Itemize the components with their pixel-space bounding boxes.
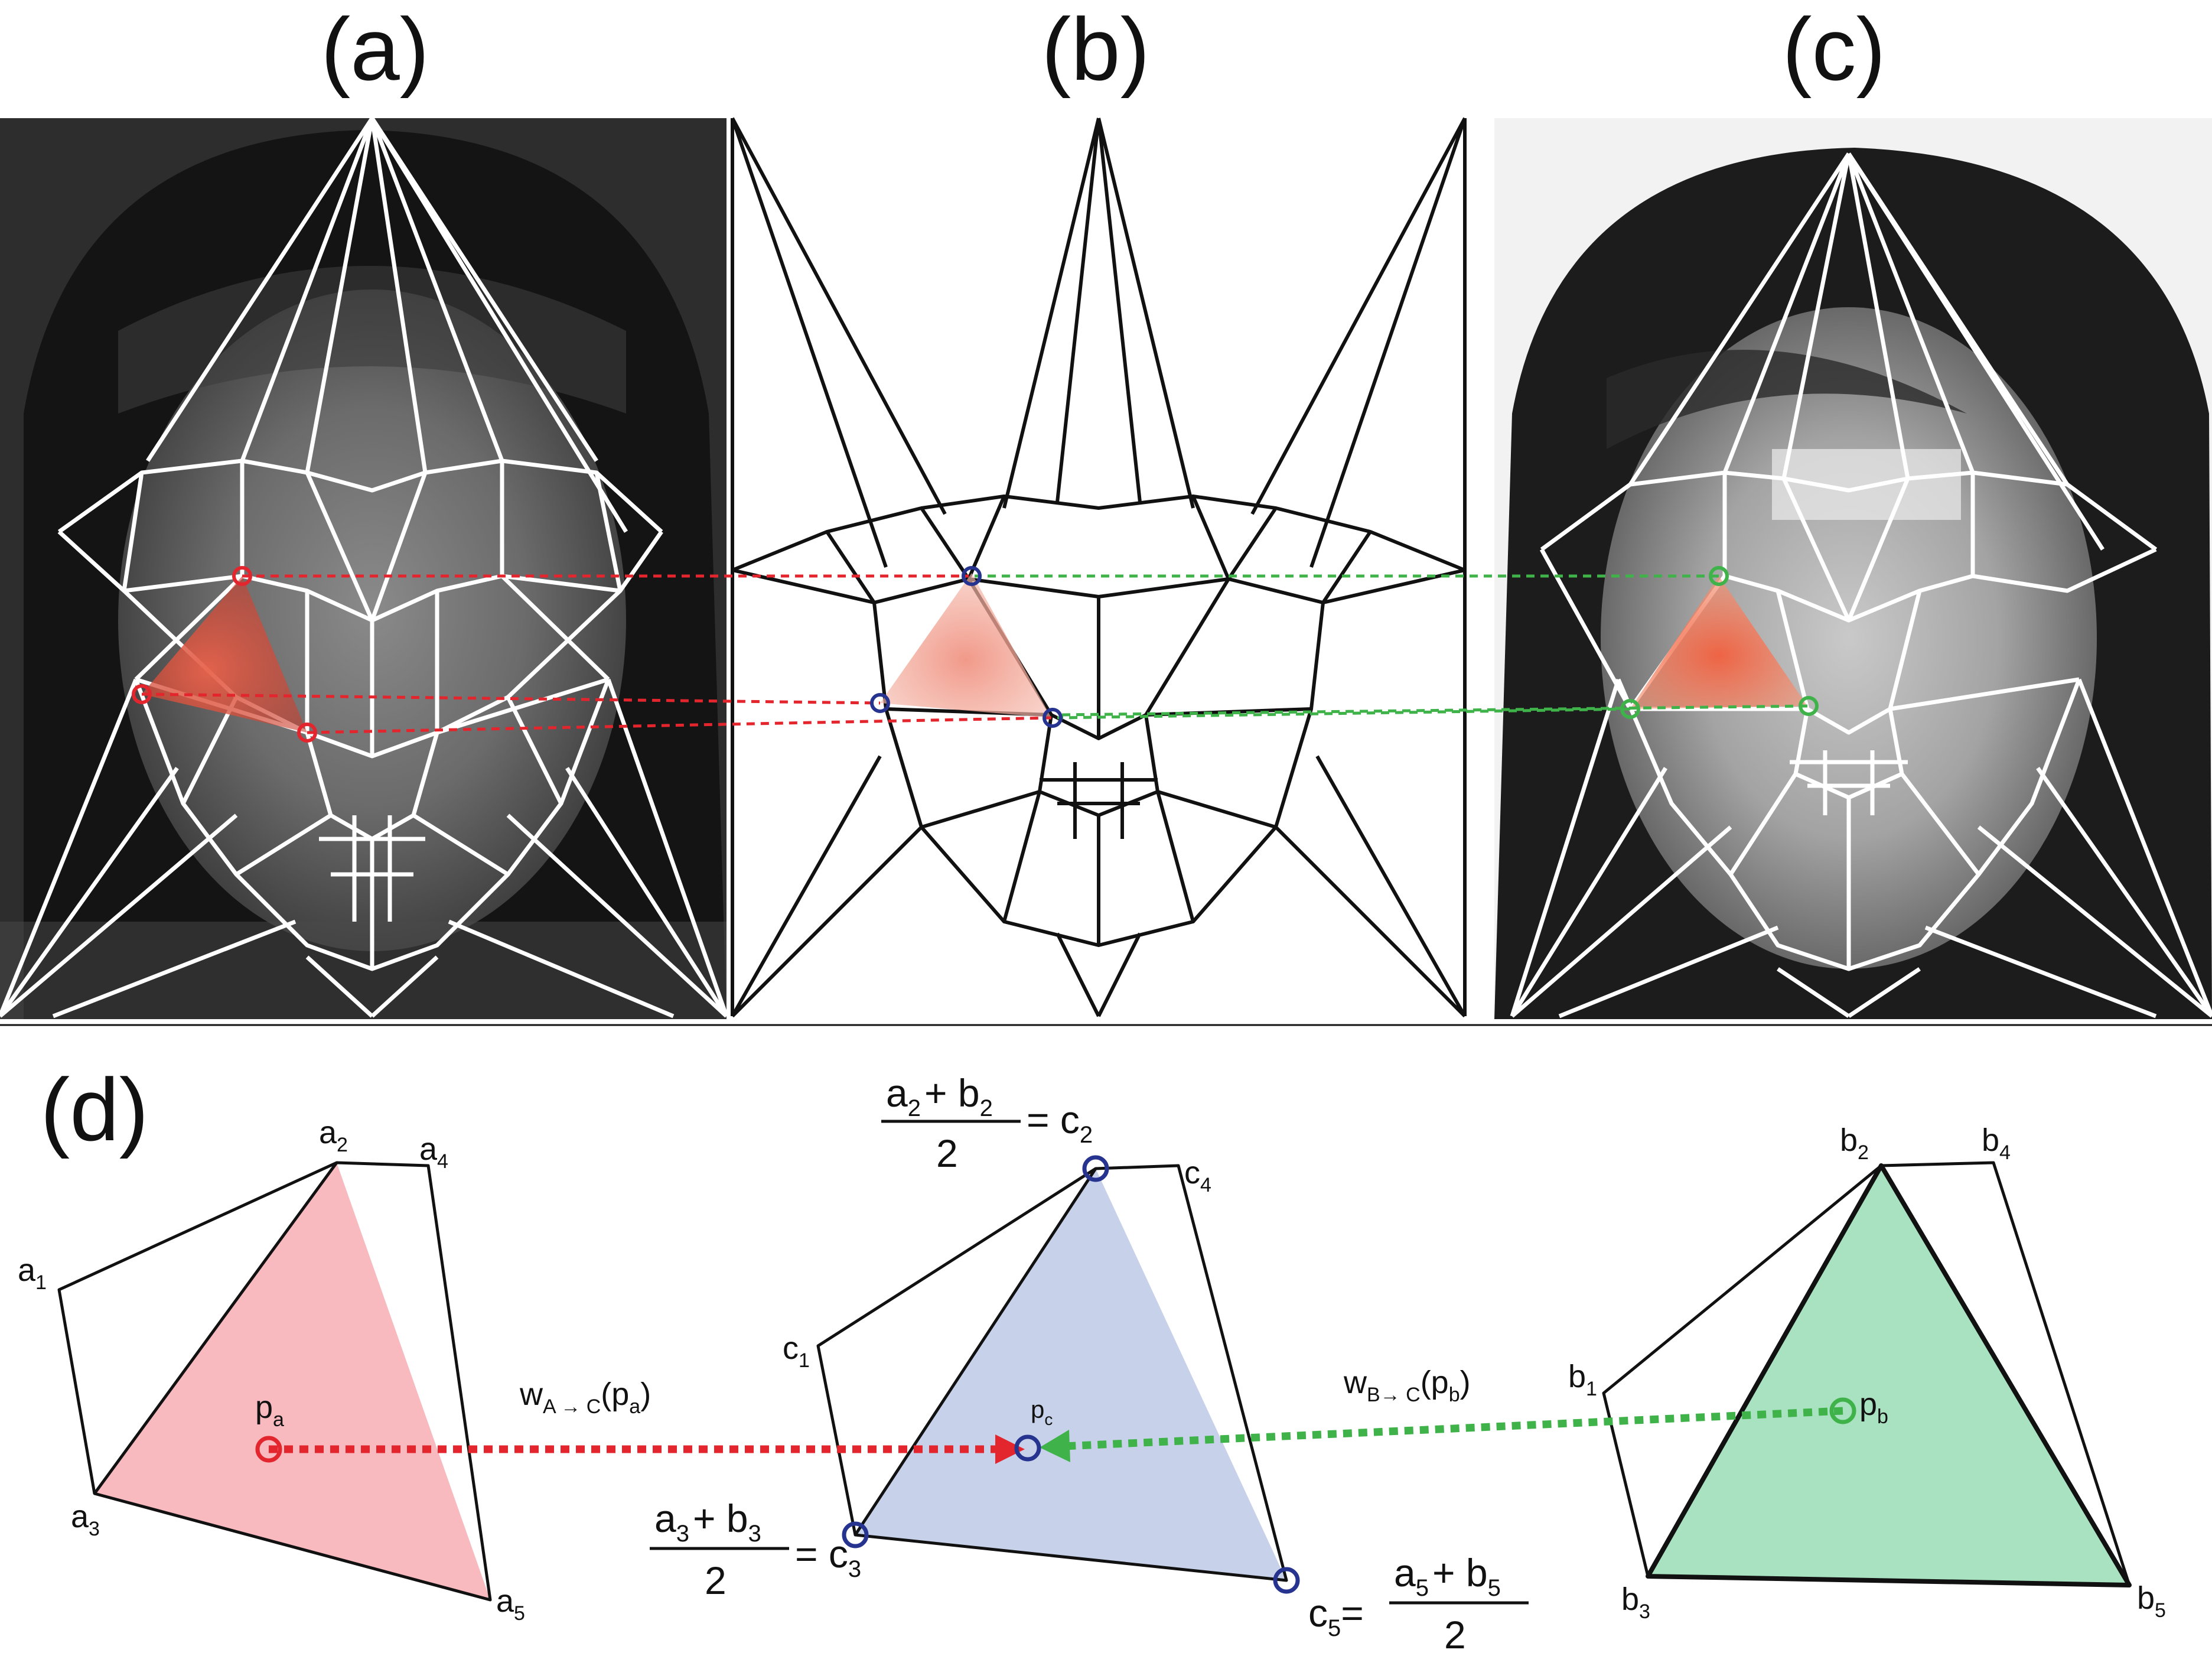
point-c5-marker xyxy=(1273,1567,1300,1594)
label-b4: b4 xyxy=(1982,1123,2011,1164)
svg-text:2: 2 xyxy=(1444,1613,1466,1657)
correspondence-points xyxy=(132,566,1819,743)
corr-line-a-left xyxy=(141,692,881,705)
triangle-c xyxy=(816,1164,1288,1582)
correspondence-lines xyxy=(141,574,1808,734)
point-pc-marker xyxy=(1014,1434,1041,1462)
label-b1: b1 xyxy=(1568,1359,1597,1400)
point-c-right-marker xyxy=(1799,696,1819,716)
warp-arrow-a-to-c xyxy=(269,1434,1025,1464)
triangle-highlight-b xyxy=(880,573,1051,718)
label-a5: a5 xyxy=(496,1583,525,1625)
equation-c2: a2+ b2 2 = c2 xyxy=(881,1071,1093,1175)
label-b2: b2 xyxy=(1840,1123,1869,1164)
triangle-b xyxy=(1602,1161,2132,1587)
point-c-top-marker xyxy=(1709,566,1729,586)
label-a3: a3 xyxy=(71,1499,100,1540)
svg-text:= c3: = c3 xyxy=(795,1532,861,1582)
mesh-c xyxy=(1510,152,2212,1019)
point-a-top-marker xyxy=(232,566,252,586)
label-b3: b3 xyxy=(1621,1582,1650,1623)
svg-text:2: 2 xyxy=(936,1131,958,1175)
point-c-left-marker xyxy=(1620,699,1640,719)
point-a-right-marker xyxy=(297,723,317,743)
svg-text:a3+ b3: a3+ b3 xyxy=(654,1496,761,1547)
equation-c5: c5= a5+ b5 2 xyxy=(1308,1551,1529,1657)
label-warp-b-to-c: wB→ C(pb) xyxy=(1343,1365,1471,1406)
label-a1: a1 xyxy=(18,1252,47,1294)
panel-label-c: (c) xyxy=(1783,0,1886,99)
point-b-top-marker xyxy=(962,566,982,586)
label-pb: pb xyxy=(1859,1387,1888,1428)
panel-label-b: (b) xyxy=(1041,0,1149,99)
triangle-a xyxy=(57,1161,492,1602)
svg-text:a2+ b2: a2+ b2 xyxy=(886,1071,993,1121)
label-c4: c4 xyxy=(1184,1155,1211,1196)
label-a4: a4 xyxy=(419,1131,448,1173)
corr-line-a-right xyxy=(307,716,1052,734)
panel-label-a: (a) xyxy=(321,0,429,99)
label-pc: pc xyxy=(1031,1395,1053,1429)
triangle-highlight-a xyxy=(142,576,307,733)
label-a2: a2 xyxy=(319,1115,348,1156)
triangle-highlight-c xyxy=(1630,576,1807,709)
corr-line-c-right xyxy=(1060,704,1808,717)
svg-text:a5+ b5: a5+ b5 xyxy=(1394,1551,1501,1601)
corr-line-c-left xyxy=(1057,707,1631,720)
point-c2-marker xyxy=(1082,1155,1109,1182)
warp-arrow-b-to-c xyxy=(1040,1407,1843,1462)
point-c3-marker xyxy=(842,1521,869,1548)
svg-text:c5=: c5= xyxy=(1308,1591,1364,1641)
point-a-left-marker xyxy=(132,684,152,704)
label-c1: c1 xyxy=(783,1330,810,1372)
label-pa: pa xyxy=(255,1390,284,1431)
label-warp-a-to-c: wA → C(pa) xyxy=(519,1377,651,1418)
mesh-b xyxy=(731,117,1467,1018)
point-b-left-marker xyxy=(870,693,890,713)
point-pa-marker xyxy=(255,1436,282,1463)
face-photo-c xyxy=(1494,118,2212,1019)
point-b-right-marker xyxy=(1043,708,1063,728)
panel-label-d: (d) xyxy=(40,1060,148,1159)
svg-text:= c2: = c2 xyxy=(1027,1098,1093,1148)
equation-c3: a3+ b3 2 = c3 xyxy=(650,1496,861,1602)
label-b5: b5 xyxy=(2137,1580,2166,1622)
mesh-a xyxy=(0,117,729,1019)
point-pb-marker xyxy=(1829,1397,1856,1424)
svg-text:2: 2 xyxy=(705,1559,727,1602)
